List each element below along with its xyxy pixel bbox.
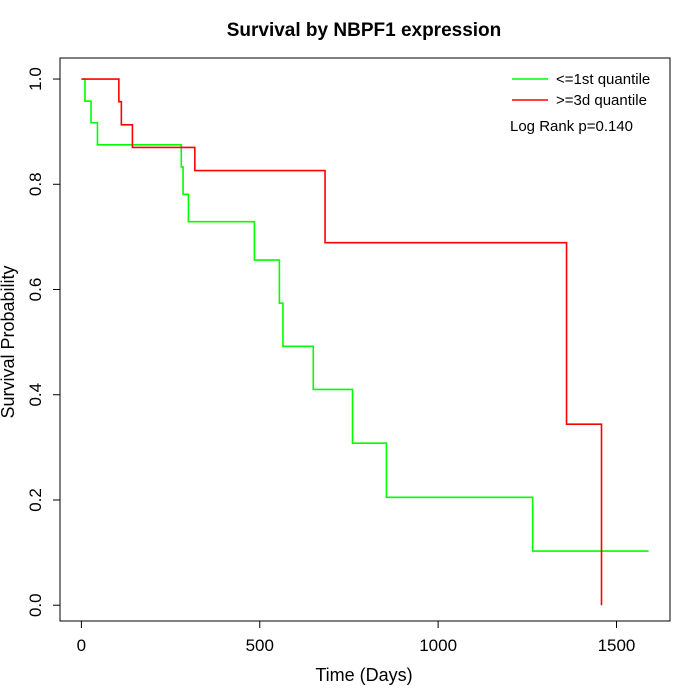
y-axis-label: Survival Probability [0,265,18,418]
y-tick-label: 1.0 [26,67,45,91]
y-tick-label: 0.8 [26,172,45,196]
survival-curve-high [81,78,603,606]
legend-label-low: <=1st quantile [556,71,650,88]
y-tick-label: 0.2 [26,488,45,512]
y-tick-label: 0.4 [26,383,45,407]
y-tick-label: 0.6 [26,278,45,302]
x-axis-label: Time (Days) [315,665,412,685]
survival-curve-low [83,78,649,552]
y-tick-label: 0.0 [26,593,45,617]
x-tick-label: 1500 [598,636,636,655]
plot-frame [59,57,671,622]
x-axis: 0 500 1000 1500 [77,620,636,655]
series-layer [81,78,649,606]
legend-label-high: >=3d quantile [556,92,647,109]
x-tick-label: 500 [246,636,274,655]
x-tick-label: 1000 [419,636,457,655]
log-rank-annotation: Log Rank p=0.140 [510,118,633,135]
legend: <=1st quantile >=3d quantile [512,71,650,109]
chart-title: Survival by NBPF1 expression [227,20,502,41]
x-tick-label: 0 [77,636,86,655]
y-axis: 0.0 0.2 0.4 0.6 0.8 1.0 [26,67,61,617]
